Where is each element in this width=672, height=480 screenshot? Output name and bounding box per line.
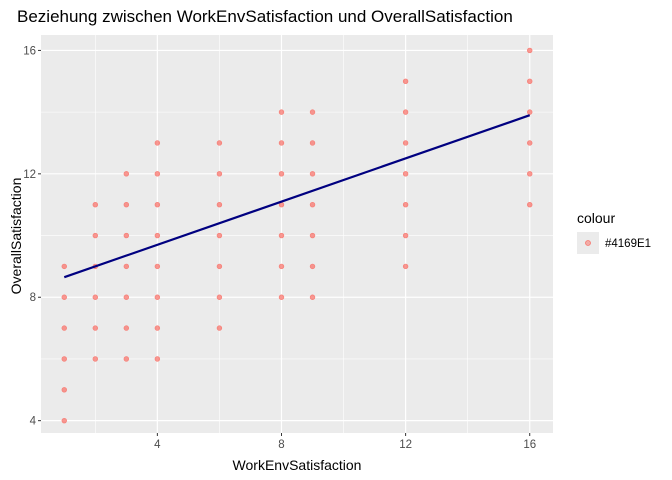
- y-tick-label: 12: [23, 169, 36, 181]
- y-tick-label: 8: [30, 292, 36, 304]
- data-point: [216, 294, 223, 300]
- x-tick-label: 8: [278, 439, 284, 451]
- data-point: [123, 201, 130, 208]
- data-point: [527, 171, 533, 177]
- data-point: [123, 171, 130, 177]
- x-axis: 4 8 12 16: [154, 433, 536, 451]
- x-axis-title: WorkEnvSatisfaction: [233, 457, 362, 473]
- data-point: [402, 263, 409, 270]
- data-point: [309, 109, 316, 115]
- data-point: [92, 325, 99, 331]
- data-point: [154, 201, 161, 208]
- regression-line: [63, 114, 531, 279]
- data-point: [154, 140, 161, 146]
- data-point: [61, 325, 67, 331]
- data-point: [154, 263, 161, 270]
- data-point: [123, 356, 130, 362]
- data-point: [216, 263, 223, 270]
- data-point: [402, 140, 409, 146]
- data-point: [278, 109, 285, 115]
- plot-panel: [41, 35, 553, 433]
- legend-key-point: [585, 240, 591, 246]
- data-point: [123, 263, 130, 270]
- data-point: [402, 201, 409, 208]
- y-axis: 4 8 12 16: [23, 45, 41, 428]
- data-point: [278, 263, 285, 270]
- data-point: [92, 294, 99, 300]
- data-point: [61, 294, 67, 300]
- data-point: [527, 78, 533, 84]
- data-point: [92, 232, 99, 239]
- data-point: [154, 232, 161, 239]
- data-point: [216, 171, 223, 177]
- data-point: [216, 140, 223, 146]
- legend-label: #4169E1: [605, 238, 651, 250]
- data-point: [527, 140, 533, 146]
- y-tick-label: 16: [23, 45, 36, 57]
- data-point: [309, 171, 316, 177]
- data-point: [309, 201, 316, 208]
- data-point: [216, 201, 223, 208]
- data-point: [309, 294, 316, 300]
- data-point: [61, 356, 67, 362]
- y-axis-title: OverallSatisfaction: [8, 178, 24, 295]
- chart-title: Beziehung zwischen WorkEnvSatisfaction u…: [17, 7, 513, 26]
- data-point: [61, 263, 67, 270]
- data-point: [309, 140, 316, 146]
- data-point: [527, 109, 533, 115]
- data-point: [309, 263, 316, 270]
- data-point: [216, 232, 223, 239]
- legend: colour #4169E1: [577, 210, 651, 254]
- data-point: [527, 201, 533, 208]
- y-tick-label: 4: [30, 416, 37, 428]
- data-point: [123, 294, 130, 300]
- data-point: [61, 417, 67, 424]
- legend-title: colour: [577, 210, 615, 226]
- data-point: [154, 356, 161, 362]
- data-point: [123, 232, 130, 239]
- data-point: [402, 78, 409, 84]
- x-tick-label: 4: [154, 439, 161, 451]
- panel-background: [41, 35, 553, 433]
- data-point: [154, 325, 161, 331]
- data-point: [92, 356, 99, 362]
- data-point: [216, 325, 223, 331]
- data-point: [278, 232, 285, 239]
- data-point: [527, 47, 533, 54]
- data-point: [123, 325, 130, 331]
- data-point: [278, 171, 285, 177]
- x-tick-label: 16: [523, 439, 536, 451]
- data-point: [402, 232, 409, 239]
- data-point: [154, 294, 161, 300]
- data-point: [92, 201, 99, 208]
- data-point: [154, 171, 161, 177]
- data-point: [402, 171, 409, 177]
- data-point: [278, 294, 285, 300]
- data-point: [309, 232, 316, 239]
- data-point: [278, 140, 285, 146]
- x-tick-label: 12: [399, 439, 412, 451]
- data-point: [61, 387, 67, 393]
- data-point: [402, 109, 409, 115]
